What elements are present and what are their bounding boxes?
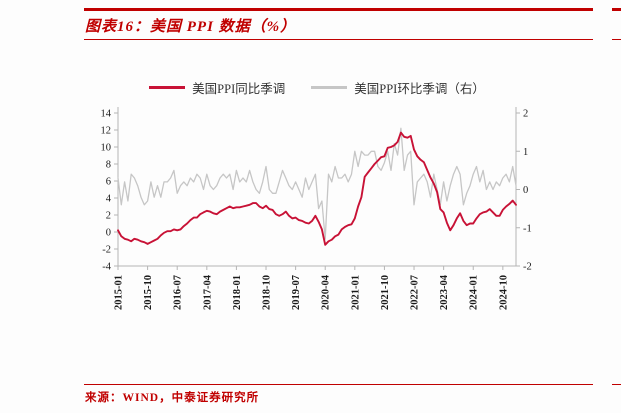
svg-text:14: 14 <box>101 109 112 120</box>
top-rule-fragment <box>612 8 621 11</box>
legend-label-mom: 美国PPI环比季调（右） <box>354 82 485 96</box>
title-underline-fragment <box>612 39 621 40</box>
svg-text:2016-07: 2016-07 <box>173 275 184 310</box>
ppi-chart: 14 12 10 8 6 4 2 0 -2 -4 2 1 0 -1 -2 2015-01 2015-10 2016… <box>88 98 548 350</box>
source-text: 来源：WIND，中泰证券研究所 <box>85 392 260 404</box>
svg-text:1: 1 <box>523 147 528 158</box>
svg-text:0: 0 <box>106 228 111 239</box>
svg-text:2021-01: 2021-01 <box>350 275 361 310</box>
svg-text:2024-01: 2024-01 <box>469 275 480 310</box>
footer-rule <box>84 384 593 385</box>
svg-text:2: 2 <box>106 211 111 222</box>
svg-text:2017-04: 2017-04 <box>202 274 213 310</box>
svg-text:2015-10: 2015-10 <box>143 275 154 310</box>
svg-text:4: 4 <box>106 194 112 205</box>
title-underline-rule <box>84 39 593 40</box>
yoy-line-swatch-icon <box>149 86 186 89</box>
top-rule <box>84 8 593 11</box>
svg-text:2018-10: 2018-10 <box>262 275 273 310</box>
svg-text:6: 6 <box>106 177 111 188</box>
svg-text:2020-04: 2020-04 <box>321 274 332 310</box>
svg-text:-4: -4 <box>102 262 111 273</box>
svg-text:2022-07: 2022-07 <box>410 275 421 310</box>
svg-text:2021-10: 2021-10 <box>380 275 391 310</box>
legend-label-yoy: 美国PPI同比季调 <box>192 82 286 96</box>
chart-legend: 美国PPI同比季调 美国PPI环比季调（右） <box>84 78 550 97</box>
svg-text:0: 0 <box>523 185 528 196</box>
legend-item-yoy: 美国PPI同比季调 <box>149 78 285 97</box>
svg-text:-2: -2 <box>102 245 111 256</box>
footer-rule-fragment <box>612 384 621 385</box>
svg-text:2019-07: 2019-07 <box>291 275 302 310</box>
svg-text:8: 8 <box>106 160 111 171</box>
svg-text:-2: -2 <box>523 262 532 273</box>
svg-text:2: 2 <box>523 109 528 120</box>
svg-text:-1: -1 <box>523 223 532 234</box>
svg-text:2015-01: 2015-01 <box>114 275 125 310</box>
mom-line-swatch-icon <box>311 86 348 89</box>
svg-text:2023-04: 2023-04 <box>439 274 450 310</box>
svg-text:2018-01: 2018-01 <box>232 275 243 310</box>
svg-text:12: 12 <box>101 126 112 137</box>
chart-title: 图表16：美国 PPI 数据（%） <box>85 19 297 35</box>
svg-text:10: 10 <box>101 143 112 154</box>
legend-item-mom: 美国PPI环比季调（右） <box>311 78 485 97</box>
svg-text:2024-10: 2024-10 <box>498 275 509 310</box>
